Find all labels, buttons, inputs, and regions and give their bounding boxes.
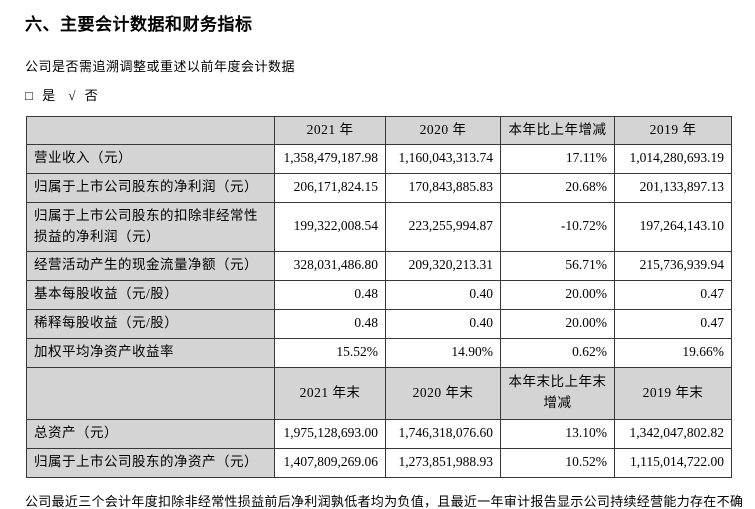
table-row-revenue: 营业收入（元） 1,358,479,187.98 1,160,043,313.7… bbox=[26, 143, 732, 174]
cell-value: 17.11% bbox=[500, 143, 615, 174]
cell-value: 1,358,479,187.98 bbox=[274, 143, 386, 174]
row-label: 归属于上市公司股东的净资产（元） bbox=[26, 447, 275, 478]
cell-value: 223,255,994.87 bbox=[385, 201, 501, 252]
cell-value: 1,342,047,802.82 bbox=[614, 418, 732, 449]
table-row-diluted-eps: 稀释每股收益（元/股） 0.48 0.40 20.00% 0.47 bbox=[26, 308, 732, 339]
cell-value: 0.48 bbox=[274, 279, 386, 310]
row-label: 营业收入（元） bbox=[26, 143, 275, 174]
cell-value: 20.00% bbox=[500, 279, 615, 310]
row-label: 经营活动产生的现金流量净额（元） bbox=[26, 250, 275, 281]
cell-value: 10.52% bbox=[500, 447, 615, 478]
cell-value: 1,115,014,722.00 bbox=[614, 447, 732, 478]
row-label: 总资产（元） bbox=[26, 418, 275, 449]
row-label: 稀释每股收益（元/股） bbox=[26, 308, 275, 339]
column-header-blank bbox=[26, 366, 275, 420]
table-header-row-yearend: 2021 年末 2020 年末 本年末比上年末增减 2019 年末 bbox=[26, 366, 732, 420]
option-no-label: 否 bbox=[84, 88, 98, 103]
financial-indicators-table: 2021 年 2020 年 本年比上年增减 2019 年 营业收入（元） 1,3… bbox=[26, 116, 732, 478]
row-label: 归属于上市公司股东的扣除非经常性损益的净利润（元） bbox=[26, 201, 275, 252]
cell-value: 20.00% bbox=[500, 308, 615, 339]
table-row-operating-cash-flow: 经营活动产生的现金流量净额（元） 328,031,486.80 209,320,… bbox=[26, 250, 732, 281]
cell-value: 1,407,809,269.06 bbox=[274, 447, 386, 478]
row-label: 基本每股收益（元/股） bbox=[26, 279, 275, 310]
cell-value: 1,975,128,693.00 bbox=[274, 418, 386, 449]
checkmark-icon: √ bbox=[68, 88, 76, 103]
cell-value: 15.52% bbox=[274, 337, 386, 368]
cell-value: 19.66% bbox=[614, 337, 732, 368]
cell-value: 1,273,851,988.93 bbox=[385, 447, 501, 478]
column-header-2019-yearend: 2019 年末 bbox=[614, 366, 732, 420]
cell-value: 328,031,486.80 bbox=[274, 250, 386, 281]
column-header-yearend-change: 本年末比上年末增减 bbox=[500, 366, 615, 420]
column-header-blank bbox=[26, 116, 275, 145]
restate-answer-line: □ 是 √ 否 bbox=[25, 85, 755, 104]
cell-value: 170,843,885.83 bbox=[385, 172, 501, 203]
cell-value: 20.68% bbox=[500, 172, 615, 203]
row-label: 归属于上市公司股东的净利润（元） bbox=[26, 172, 275, 203]
cell-value: 201,133,897.13 bbox=[614, 172, 732, 203]
cell-value: 0.48 bbox=[274, 308, 386, 339]
column-header-yoy-change: 本年比上年增减 bbox=[500, 116, 615, 145]
cell-value: 0.62% bbox=[500, 337, 615, 368]
column-header-2020: 2020 年 bbox=[385, 116, 501, 145]
cell-value: 14.90% bbox=[385, 337, 501, 368]
footnote-text: 公司最近三个会计年度扣除非经常性损益前后净利润孰低者均为负值，且最近一年审计报告… bbox=[25, 493, 744, 509]
page-title: 六、主要会计数据和财务指标 bbox=[25, 15, 253, 34]
column-header-2021: 2021 年 bbox=[274, 116, 386, 145]
cell-value: 13.10% bbox=[500, 418, 615, 449]
checkbox-empty-icon: □ bbox=[25, 88, 33, 103]
cell-value: 0.47 bbox=[614, 279, 732, 310]
restate-question: 公司是否需追溯调整或重述以前年度会计数据 bbox=[25, 59, 296, 74]
table-row-total-assets: 总资产（元） 1,975,128,693.00 1,746,318,076.60… bbox=[26, 418, 732, 449]
option-yes-label: 是 bbox=[42, 88, 56, 103]
row-label: 加权平均净资产收益率 bbox=[26, 337, 275, 368]
table-row-net-profit-excl-nonrecurring: 归属于上市公司股东的扣除非经常性损益的净利润（元） 199,322,008.54… bbox=[26, 201, 732, 252]
cell-value: 206,171,824.15 bbox=[274, 172, 386, 203]
cell-value: 0.47 bbox=[614, 308, 732, 339]
column-header-2020-yearend: 2020 年末 bbox=[385, 366, 501, 420]
cell-value: 209,320,213.31 bbox=[385, 250, 501, 281]
cell-value: 199,322,008.54 bbox=[274, 201, 386, 252]
cell-value: 56.71% bbox=[500, 250, 615, 281]
table-row-basic-eps: 基本每股收益（元/股） 0.48 0.40 20.00% 0.47 bbox=[26, 279, 732, 310]
table-row-net-profit: 归属于上市公司股东的净利润（元） 206,171,824.15 170,843,… bbox=[26, 172, 732, 203]
cell-value: 1,014,280,693.19 bbox=[614, 143, 732, 174]
column-header-2019: 2019 年 bbox=[614, 116, 732, 145]
cell-value: 1,160,043,313.74 bbox=[385, 143, 501, 174]
table-row-net-assets: 归属于上市公司股东的净资产（元） 1,407,809,269.06 1,273,… bbox=[26, 447, 732, 478]
cell-value: 1,746,318,076.60 bbox=[385, 418, 501, 449]
cell-value: -10.72% bbox=[500, 201, 615, 252]
table-header-row-annual: 2021 年 2020 年 本年比上年增减 2019 年 bbox=[26, 116, 732, 145]
cell-value: 0.40 bbox=[385, 308, 501, 339]
cell-value: 0.40 bbox=[385, 279, 501, 310]
column-header-2021-yearend: 2021 年末 bbox=[274, 366, 386, 420]
cell-value: 215,736,939.94 bbox=[614, 250, 732, 281]
cell-value: 197,264,143.10 bbox=[614, 201, 732, 252]
table-row-weighted-avg-roe: 加权平均净资产收益率 15.52% 14.90% 0.62% 19.66% bbox=[26, 337, 732, 368]
